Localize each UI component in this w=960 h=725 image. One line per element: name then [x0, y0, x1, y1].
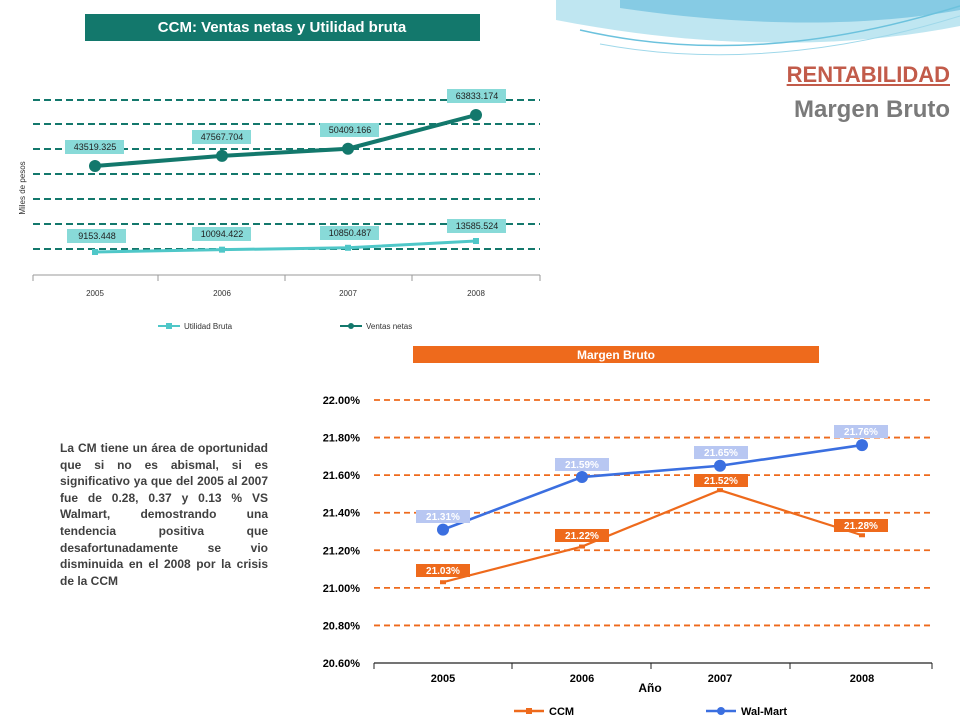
chart1-data-label-ventas-netas: 43519.325	[74, 142, 117, 152]
chart2-point-walmart	[714, 459, 726, 472]
chart2-y-tick-label: 21.00%	[323, 583, 361, 595]
chart2-y-tick-label: 21.20%	[323, 545, 361, 557]
chart1-title: CCM: Ventas netas y Utilidad bruta	[158, 19, 407, 36]
chart1-point-utilidad-bruta	[345, 244, 351, 251]
chart1-data-label-utilidad-bruta: 9153.448	[78, 231, 116, 241]
chart1-data-label-ventas-netas: 47567.704	[201, 132, 244, 142]
chart1-x-tick-label: 2006	[213, 289, 231, 298]
chart2-point-ccm	[579, 544, 585, 549]
chart1-title-bar	[85, 14, 480, 41]
chart1-x-tick-label: 2005	[86, 289, 104, 298]
chart2-data-label-walmart-bg	[555, 458, 609, 471]
chart2-legend-marker-walmart	[717, 707, 725, 715]
chart1-point-utilidad-bruta	[219, 246, 225, 253]
chart2-data-label-ccm-bg	[416, 564, 470, 577]
chart2-legend-label-ccm: CCM	[549, 706, 574, 718]
chart1-legend-label-ventas-netas: Ventas netas	[366, 322, 412, 331]
chart1-data-label-ventas-netas-bg	[447, 89, 506, 103]
chart1-data-label-ventas-netas-bg	[320, 123, 379, 137]
chart2-data-label-walmart-bg	[694, 446, 748, 459]
chart1-data-label-utilidad-bruta: 10094.422	[201, 229, 244, 239]
slide-title: RENTABILIDAD	[786, 62, 950, 87]
chart2-title-bar	[413, 346, 819, 363]
chart1-x-tick-label: 2007	[339, 289, 357, 298]
chart1-data-label-utilidad-bruta: 10850.487	[329, 228, 372, 238]
chart1-data-label-ventas-netas: 63833.174	[456, 91, 499, 101]
chart2-data-label-walmart: 21.76%	[844, 427, 878, 438]
chart1-data-label-utilidad-bruta-bg	[320, 226, 379, 240]
slide-subtitle: Margen Bruto	[794, 96, 950, 123]
chart2-data-label-ccm: 21.52%	[704, 476, 738, 487]
chart-margen-bruto: Margen Bruto 20.60% 20.80% 21.00% 21.20% 21.…	[296, 338, 960, 720]
chart2-legend-marker-ccm	[526, 708, 532, 714]
chart2-x-tick-label: 2007	[708, 673, 732, 685]
chart2-x-tick-label: 2006	[570, 673, 594, 685]
chart1-point-ventas-netas	[470, 109, 482, 121]
chart-ventas-utilidad: CCM: Ventas netas y Utilidad bruta Miles…	[0, 0, 556, 338]
chart1-data-label-utilidad-bruta-bg	[67, 229, 126, 243]
chart2-data-label-ccm-bg	[555, 529, 609, 542]
chart1-data-label-utilidad-bruta: 13585.524	[456, 221, 499, 231]
chart2-point-walmart	[576, 471, 588, 484]
chart2-data-label-ccm: 21.22%	[565, 531, 599, 542]
chart1-point-utilidad-bruta	[473, 238, 479, 244]
chart2-data-label-ccm-bg	[694, 474, 748, 487]
chart2-y-tick-label: 20.60%	[323, 658, 361, 670]
chart2-xlabel: Año	[638, 681, 661, 695]
chart2-y-tick-label: 20.80%	[323, 620, 361, 632]
analysis-text: La CM tiene un área de oportunidad que s…	[60, 441, 268, 588]
chart1-x-tick-label: 2008	[467, 289, 485, 298]
chart2-y-tick-label: 21.60%	[323, 470, 361, 482]
chart2-data-label-ccm: 21.28%	[844, 521, 878, 532]
chart1-point-ventas-netas	[216, 149, 228, 162]
chart1-data-label-ventas-netas: 50409.166	[329, 125, 372, 135]
chart1-data-label-utilidad-bruta-bg	[447, 219, 506, 233]
chart1-legend-label-utilidad-bruta: Utilidad Bruta	[184, 322, 233, 331]
chart2-line-ccm	[442, 489, 863, 584]
chart2-point-walmart	[856, 439, 868, 452]
chart2-x-tick-label: 2005	[431, 673, 455, 685]
chart2-data-label-ccm: 21.03%	[426, 566, 460, 577]
chart2-y-tick-label: 21.40%	[323, 508, 361, 520]
chart2-data-label-walmart-bg	[416, 510, 470, 523]
chart2-point-ccm	[440, 580, 446, 585]
chart2-point-ccm	[717, 488, 723, 493]
chart2-x-tick-label: 2008	[850, 673, 874, 685]
chart1-line-ventas-netas	[94, 113, 477, 168]
chart2-data-label-walmart-bg	[834, 425, 888, 438]
chart2-legend-label-walmart: Wal-Mart	[741, 706, 787, 718]
chart1-ylabel: Miles de pesos	[18, 161, 27, 214]
chart-margen-bruto-svg: Margen Bruto 20.60% 20.80% 21.00% 21.20% 21.…	[323, 346, 933, 718]
chart2-point-walmart	[437, 523, 449, 536]
chart2-y-tick-label: 21.80%	[323, 433, 361, 445]
chart2-title: Margen Bruto	[577, 348, 655, 362]
chart1-data-label-ventas-netas-bg	[192, 130, 251, 144]
chart1-data-label-utilidad-bruta-bg	[192, 227, 251, 241]
chart-ventas-utilidad-svg: CCM: Ventas netas y Utilidad bruta Miles…	[18, 14, 541, 331]
chart2-point-ccm	[859, 533, 865, 538]
chart2-data-label-walmart: 21.59%	[565, 460, 599, 471]
chart1-legend-marker-utilidad-bruta	[166, 323, 172, 329]
chart1-point-ventas-netas	[342, 142, 354, 155]
chart2-data-label-ccm-bg	[834, 519, 888, 532]
chart1-legend-marker-ventas-netas	[348, 323, 354, 329]
chart1-point-ventas-netas	[89, 160, 101, 172]
chart2-data-label-walmart: 21.65%	[704, 448, 738, 459]
chart2-line-walmart	[442, 443, 863, 531]
chart2-y-tick-label: 22.00%	[323, 395, 361, 407]
chart1-point-utilidad-bruta	[92, 249, 98, 255]
chart2-data-label-walmart: 21.31%	[426, 512, 460, 523]
chart1-data-label-ventas-netas-bg	[65, 140, 124, 154]
chart1-line-utilidad-bruta	[94, 239, 477, 254]
